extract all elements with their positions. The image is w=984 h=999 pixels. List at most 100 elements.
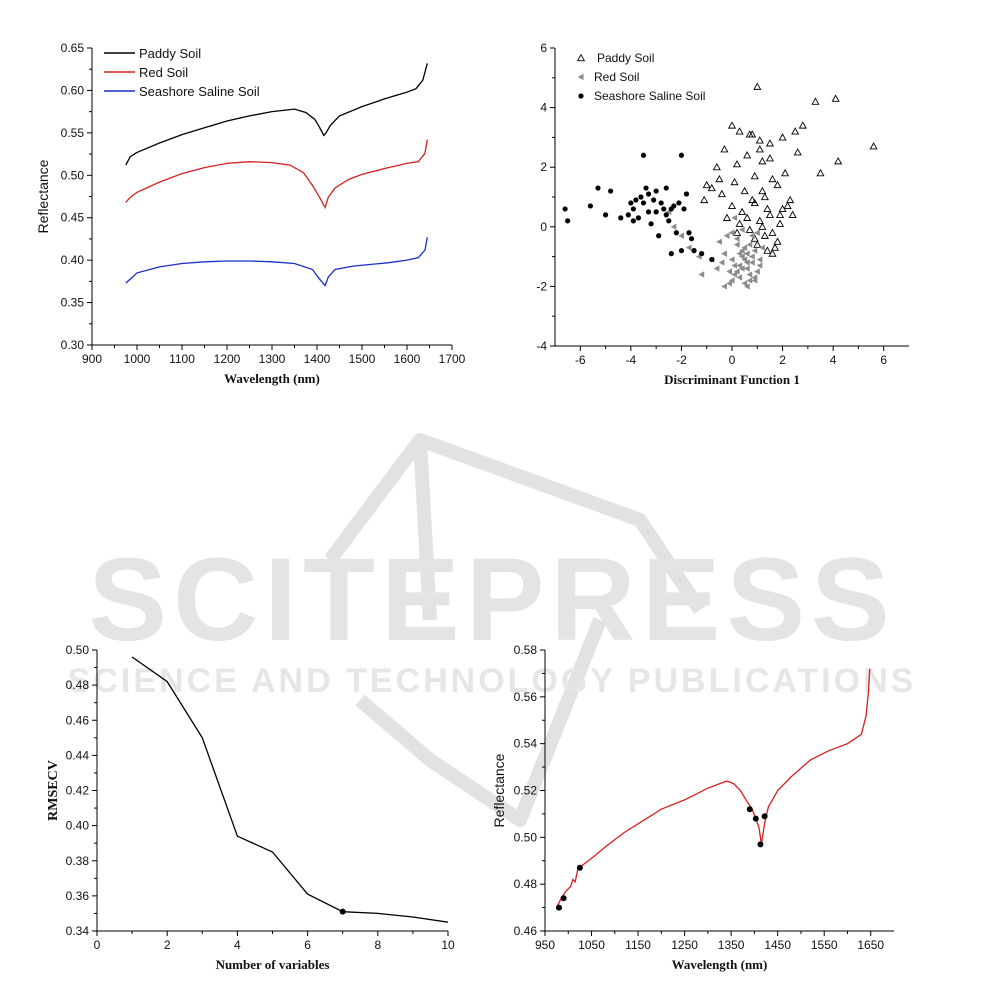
seashore-saline-soil-point	[633, 197, 639, 203]
paddy-soil-point	[786, 195, 795, 204]
seashore-saline-soil-point	[673, 230, 679, 236]
y-tick-label: 6	[540, 41, 547, 55]
paddy-soil-point	[748, 195, 757, 204]
paddy-soil-point	[707, 183, 716, 192]
x-tick-label: -2	[676, 353, 687, 367]
red-soil-point	[736, 250, 743, 257]
y-tick-label: 0.46	[514, 924, 538, 938]
red-soil-point	[743, 250, 750, 257]
red-soil-point	[738, 226, 745, 233]
seashore-saline-soil-point	[618, 215, 624, 221]
red-soil-point	[721, 283, 727, 290]
seashore-saline-soil-point	[608, 188, 614, 194]
paddy-soil-point	[715, 174, 724, 183]
x-tick-label: 1700	[439, 352, 466, 366]
x-tick-label: 1250	[671, 938, 698, 952]
legend-seashore-saline-soil: Seashore Saline Soil	[139, 84, 260, 99]
x-tick-label: 4	[830, 353, 837, 367]
legend-seashore-saline-soil-marker	[578, 93, 584, 99]
y-tick-label: 0.38	[66, 854, 90, 868]
red-soil-point	[738, 265, 745, 272]
red-soil-point	[698, 271, 705, 278]
y-tick-label: -4	[536, 339, 547, 353]
paddy-soil-point	[770, 243, 780, 251]
seashore-saline-soil-point	[648, 221, 654, 227]
paddy-soil-point	[765, 154, 774, 162]
rmsecv-chart: 0 2 4 6 8 10 0.34 0.36 0.38 0.40 0.42 0.44 0.46 0.48 0…	[46, 643, 455, 972]
seashore-saline-soil-point	[661, 206, 667, 212]
y-tick-label: 0.56	[514, 690, 538, 704]
seashore-saline-soil-point	[602, 212, 609, 218]
paddy-soil-point	[750, 234, 759, 242]
x-tick-label: -4	[626, 353, 637, 367]
selected-wavelength-point	[761, 813, 768, 820]
paddy-soil-point	[732, 228, 742, 236]
paddy-soil-point	[722, 213, 732, 221]
seashore-saline-soil-point	[635, 215, 642, 221]
red-soil-point	[670, 223, 677, 230]
paddy-soil-point	[738, 207, 747, 215]
red-soil-point	[678, 232, 684, 239]
reflectance-line	[556, 668, 871, 908]
seashore-saline-soil-point	[663, 185, 669, 191]
paddy-soil-point	[773, 237, 782, 245]
red-soil-point	[731, 271, 738, 278]
x-tick-label: 1500	[349, 352, 376, 366]
red-soil-point	[733, 268, 740, 275]
paddy-soil-point	[735, 127, 744, 135]
x-axis-label: Discriminant Function 1	[664, 372, 800, 387]
y-tick-label: 0.30	[61, 338, 85, 352]
x-tick-label: 1550	[811, 938, 838, 952]
seashore-saline-soil-point	[595, 185, 601, 191]
paddy-soil-point	[760, 231, 769, 239]
discriminant-scatter-chart: -6 -4 -2 0 2 4 6 -4 -2 0 2 4 6 Discriminant Function …	[536, 41, 909, 387]
paddy-soil-point	[750, 171, 759, 180]
y-axis-label: RMSECV	[46, 760, 61, 821]
x-tick-label: 4	[234, 938, 241, 952]
red-soil-point	[746, 241, 753, 248]
spectra-chart: 900 1000 1100 1200 1300 1400 1500 1600 1700 0.30 0…	[35, 41, 466, 386]
seashore-saline-soil-point	[663, 212, 669, 218]
red-soil-point	[685, 244, 692, 251]
paddy-soil-point	[758, 186, 767, 195]
paddy-soil-point	[755, 216, 764, 224]
red-soil-point	[746, 271, 753, 278]
x-tick-label: -6	[575, 353, 586, 367]
paddy-soil-point	[720, 145, 729, 153]
y-tick-label: 0.60	[61, 83, 85, 97]
y-tick-label: 0.50	[66, 643, 90, 657]
paddy-soil-point	[788, 210, 797, 218]
paddy-soil-point	[816, 168, 825, 177]
seashore-saline-soil-point	[651, 197, 657, 203]
seashore-saline-soil-point	[699, 251, 705, 257]
paddy-soil-point	[753, 82, 762, 90]
selected-wavelength-point	[576, 864, 583, 871]
paddy-soil-point	[702, 180, 711, 189]
selected-wavelength-point	[746, 806, 753, 813]
y-tick-label: 0.46	[66, 713, 90, 727]
legend-red-soil: Red Soil	[139, 65, 188, 80]
y-tick-label: 0.42	[66, 784, 90, 798]
selected-wavelength-point	[555, 904, 562, 911]
red-soil-point	[718, 259, 725, 266]
y-tick-label: 0.50	[514, 830, 538, 844]
legend-paddy-soil: Paddy Soil	[597, 51, 654, 65]
seashore-saline-soil-point	[676, 200, 682, 206]
seashore-saline-soil-point	[628, 200, 634, 206]
paddy-soil-point	[781, 168, 790, 177]
seashore-saline-soil-point	[683, 191, 690, 197]
paddy-soil-point	[743, 213, 752, 221]
paddy-soil-point	[811, 97, 820, 105]
red-soil-point	[756, 256, 763, 263]
x-tick-label: 6	[880, 353, 887, 367]
y-tick-label: 0.34	[66, 924, 90, 938]
red-soil-point	[743, 283, 750, 290]
seashore-saline-soil-point	[656, 233, 662, 239]
paddy-soil-point	[758, 222, 767, 230]
y-tick-label: 0.58	[514, 643, 538, 657]
paddy-soil-point	[763, 246, 772, 254]
red-soil-point	[726, 268, 733, 275]
seashore-saline-soil-point	[691, 248, 697, 254]
paddy-soil-point	[732, 159, 742, 168]
x-tick-label: 1400	[304, 352, 331, 366]
